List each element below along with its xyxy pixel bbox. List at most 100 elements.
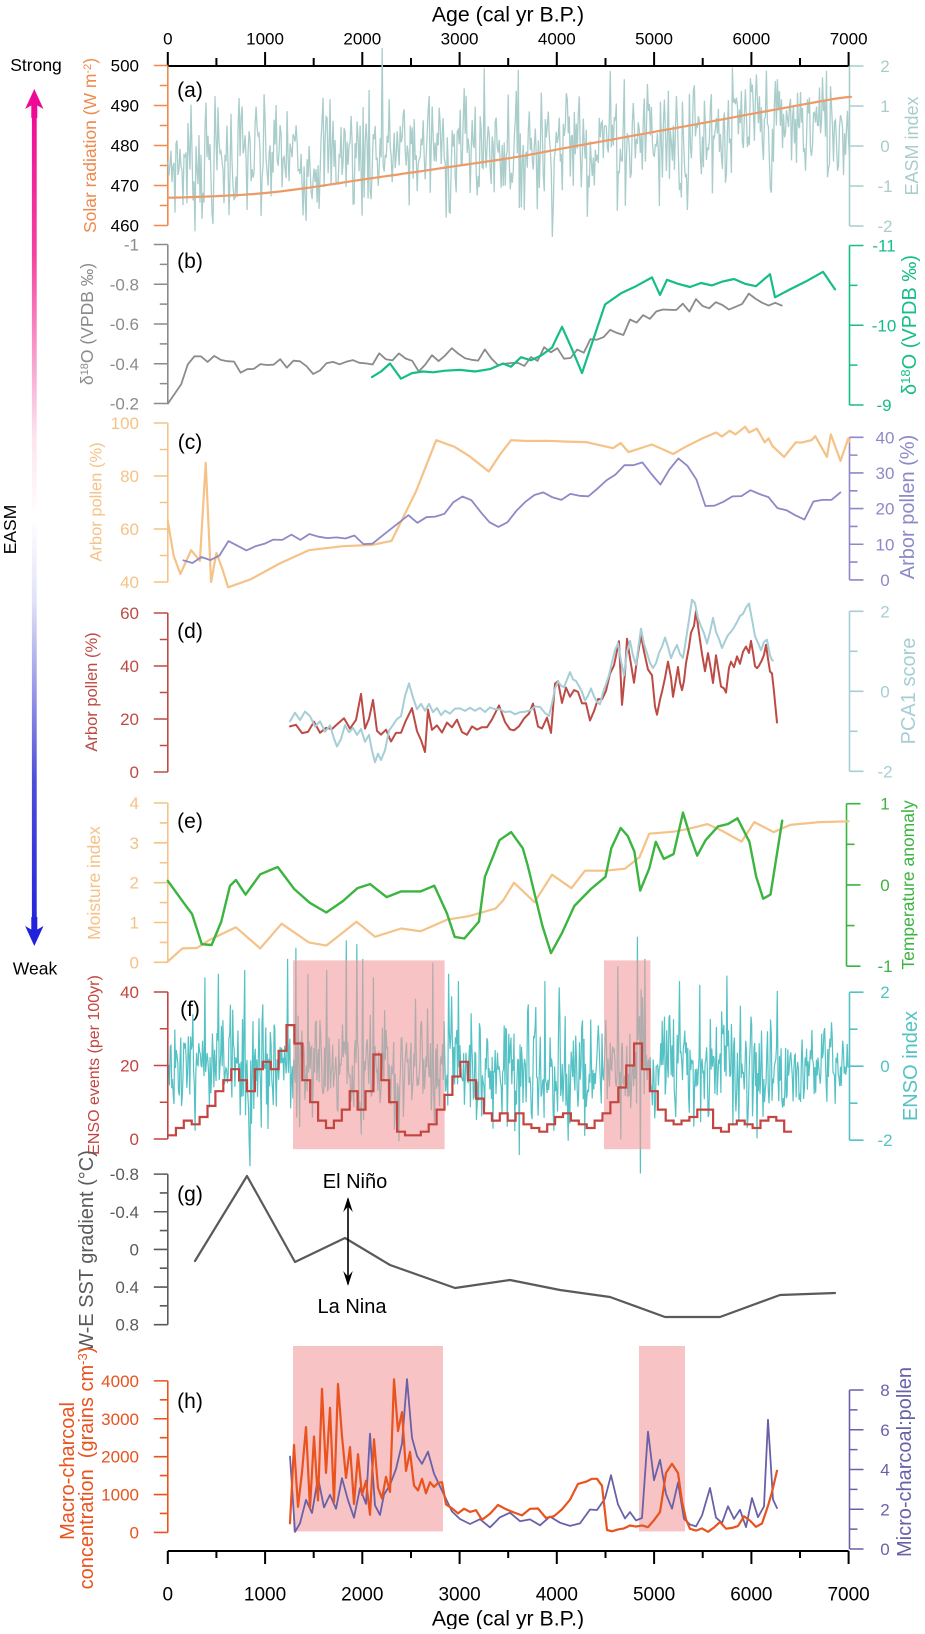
svg-text:W-E SST gradient (°C): W-E SST gradient (°C) xyxy=(76,1150,98,1352)
svg-text:Age (cal yr B.P.): Age (cal yr B.P.) xyxy=(432,3,584,27)
svg-text:500: 500 xyxy=(111,57,139,76)
svg-text:Arbor pollen (%): Arbor pollen (%) xyxy=(88,442,106,561)
svg-text:Arbor pollen (%): Arbor pollen (%) xyxy=(897,435,919,580)
svg-text:δ18O (VPDB ‰): δ18O (VPDB ‰) xyxy=(77,263,97,385)
svg-text:5000: 5000 xyxy=(633,1585,675,1606)
svg-text:2000: 2000 xyxy=(101,1448,139,1467)
svg-text:-2: -2 xyxy=(877,217,892,236)
svg-text:80: 80 xyxy=(120,467,139,486)
svg-text:0: 0 xyxy=(130,953,139,972)
svg-text:Moisture index: Moisture index xyxy=(84,826,104,940)
svg-text:1: 1 xyxy=(880,97,889,116)
svg-text:0: 0 xyxy=(880,571,889,590)
svg-text:(d): (d) xyxy=(177,620,203,643)
svg-text:1: 1 xyxy=(130,913,139,932)
svg-text:Arbor pollen (%): Arbor pollen (%) xyxy=(83,632,101,751)
svg-text:-0.4: -0.4 xyxy=(110,1203,139,1222)
svg-text:3000: 3000 xyxy=(101,1410,139,1429)
svg-text:-9: -9 xyxy=(876,396,891,415)
svg-text:480: 480 xyxy=(111,137,139,156)
svg-text:-2: -2 xyxy=(877,1131,892,1150)
svg-text:(f): (f) xyxy=(180,998,200,1021)
svg-text:El Niño: El Niño xyxy=(323,1171,387,1193)
svg-text:1000: 1000 xyxy=(246,30,284,49)
svg-text:-0.8: -0.8 xyxy=(110,1165,139,1184)
svg-text:3000: 3000 xyxy=(438,1585,480,1606)
svg-text:20: 20 xyxy=(876,500,895,519)
svg-text:0: 0 xyxy=(163,30,172,49)
svg-text:δ18O (VPDB ‰): δ18O (VPDB ‰) xyxy=(898,255,921,395)
svg-text:20: 20 xyxy=(120,1057,139,1076)
svg-text:0.8: 0.8 xyxy=(115,1316,139,1335)
svg-text:40: 40 xyxy=(120,657,139,676)
svg-text:2: 2 xyxy=(880,1500,889,1519)
svg-text:Weak: Weak xyxy=(13,959,58,979)
svg-text:1000: 1000 xyxy=(101,1486,139,1505)
svg-text:(b): (b) xyxy=(177,250,203,273)
svg-text:Strong: Strong xyxy=(10,55,62,75)
svg-text:(e): (e) xyxy=(177,810,203,833)
svg-text:-1: -1 xyxy=(877,177,892,196)
svg-text:6000: 6000 xyxy=(730,1585,772,1606)
svg-text:0: 0 xyxy=(880,1540,889,1559)
svg-text:490: 490 xyxy=(111,97,139,116)
svg-text:60: 60 xyxy=(120,604,139,623)
svg-text:4: 4 xyxy=(880,1461,889,1480)
svg-text:-11: -11 xyxy=(872,237,895,256)
svg-text:60: 60 xyxy=(120,520,139,539)
svg-text:concentration (grains cm-3): concentration (grains cm-3) xyxy=(75,1347,98,1590)
svg-text:0: 0 xyxy=(130,1240,139,1259)
svg-text:ENSO index: ENSO index xyxy=(900,1011,922,1121)
svg-text:2: 2 xyxy=(880,57,889,76)
svg-text:7000: 7000 xyxy=(830,30,868,49)
svg-text:Solar radiation (W m-2): Solar radiation (W m-2) xyxy=(80,58,100,233)
svg-text:EASM index: EASM index xyxy=(902,96,922,195)
svg-text:0: 0 xyxy=(880,682,889,701)
svg-text:470: 470 xyxy=(111,177,139,196)
svg-text:-2: -2 xyxy=(877,762,892,781)
svg-text:0: 0 xyxy=(130,1523,139,1542)
svg-text:-1: -1 xyxy=(124,236,139,255)
svg-text:0: 0 xyxy=(880,1057,889,1076)
svg-text:4: 4 xyxy=(130,794,139,813)
svg-text:-0.6: -0.6 xyxy=(110,315,139,334)
svg-text:ENSO events (per 100yr): ENSO events (per 100yr) xyxy=(86,975,103,1155)
svg-text:Macro-charcoal: Macro-charcoal xyxy=(57,1402,79,1540)
svg-text:2000: 2000 xyxy=(343,30,381,49)
svg-text:La Nina: La Nina xyxy=(318,1296,388,1318)
svg-text:0.4: 0.4 xyxy=(115,1278,139,1297)
svg-text:(h): (h) xyxy=(177,1390,203,1413)
svg-text:40: 40 xyxy=(120,573,139,592)
svg-text:7000: 7000 xyxy=(827,1585,869,1606)
svg-text:10: 10 xyxy=(876,535,895,554)
svg-text:Micro-charcoal:pollen: Micro-charcoal:pollen xyxy=(894,1367,916,1557)
svg-text:0: 0 xyxy=(880,137,889,156)
svg-text:40: 40 xyxy=(876,428,895,447)
svg-text:Age (cal yr B.P.): Age (cal yr B.P.) xyxy=(432,1607,584,1630)
svg-text:0: 0 xyxy=(130,1130,139,1149)
svg-text:-0.4: -0.4 xyxy=(110,355,139,374)
svg-text:4000: 4000 xyxy=(101,1372,139,1391)
svg-text:1: 1 xyxy=(880,795,889,814)
svg-text:100: 100 xyxy=(111,414,139,433)
svg-text:Temperature anomaly: Temperature anomaly xyxy=(898,800,918,969)
svg-text:0: 0 xyxy=(130,763,139,782)
svg-text:-10: -10 xyxy=(872,316,897,335)
svg-text:-1: -1 xyxy=(877,957,892,976)
svg-text:(a): (a) xyxy=(177,79,203,102)
svg-text:30: 30 xyxy=(876,464,895,483)
svg-text:(g): (g) xyxy=(177,1183,203,1206)
svg-text:2: 2 xyxy=(130,874,139,893)
svg-text:4000: 4000 xyxy=(536,1585,578,1606)
svg-text:460: 460 xyxy=(111,217,139,236)
svg-text:40: 40 xyxy=(120,983,139,1002)
svg-text:PCA1 score: PCA1 score xyxy=(898,638,920,745)
svg-text:6: 6 xyxy=(880,1421,889,1440)
svg-text:EASM: EASM xyxy=(0,505,20,555)
svg-text:1000: 1000 xyxy=(244,1585,286,1606)
svg-text:(c): (c) xyxy=(178,431,203,454)
svg-text:-0.8: -0.8 xyxy=(110,275,139,294)
svg-text:2: 2 xyxy=(880,602,889,621)
svg-text:20: 20 xyxy=(120,710,139,729)
svg-text:0: 0 xyxy=(880,876,889,895)
